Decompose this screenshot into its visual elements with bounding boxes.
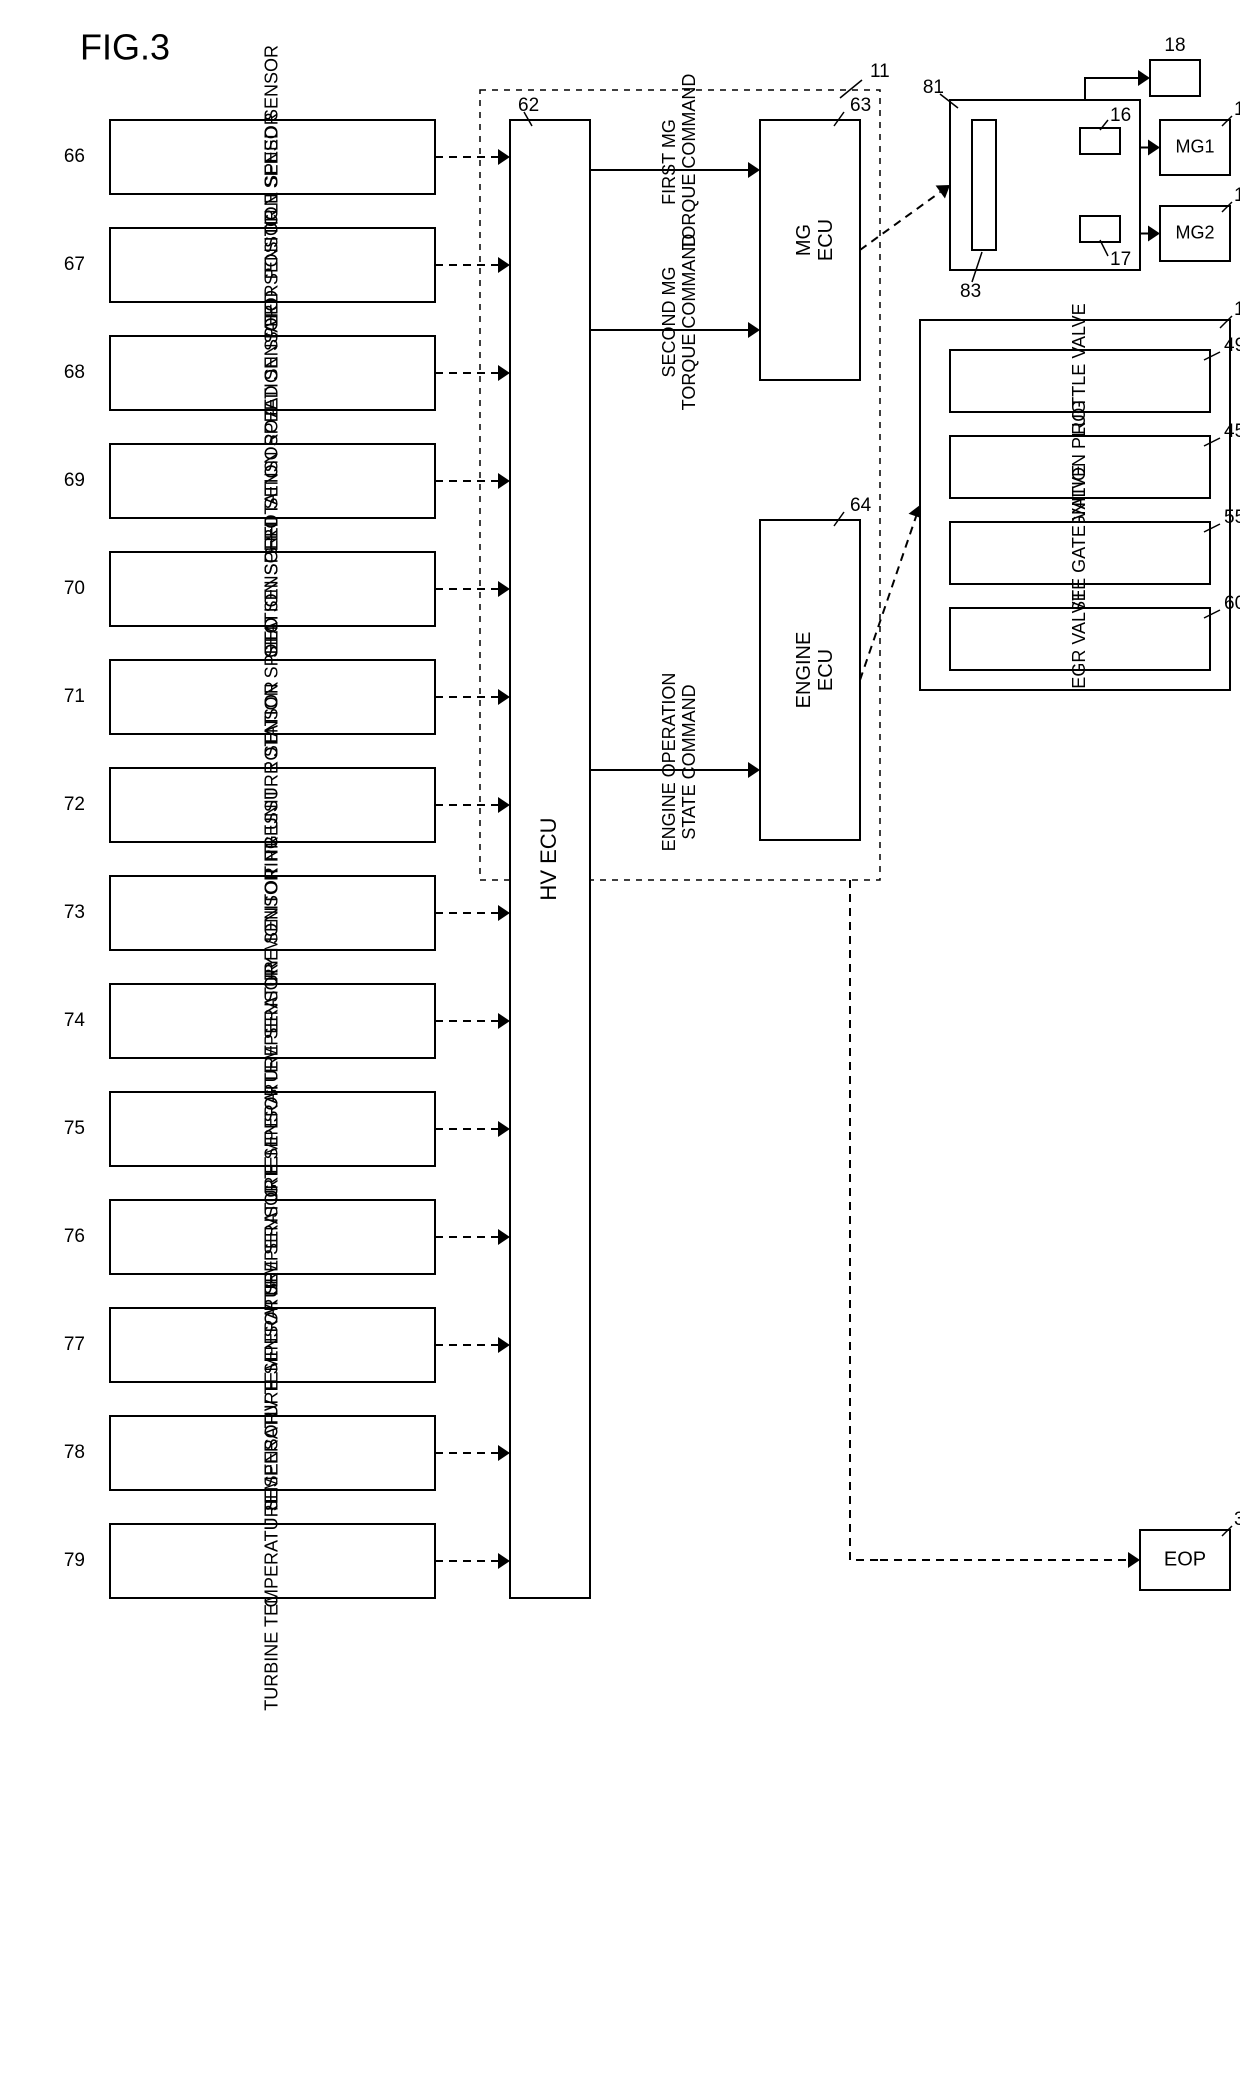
svg-text:TURBINE TEMPERATURE SENSOR: TURBINE TEMPERATURE SENSOR bbox=[261, 1411, 281, 1710]
svg-text:SECOND MGTORQUE COMMAND: SECOND MGTORQUE COMMAND bbox=[659, 234, 699, 411]
svg-text:MGECU: MGECU bbox=[793, 219, 837, 261]
svg-text:14: 14 bbox=[1234, 99, 1240, 120]
svg-text:HV ECU: HV ECU bbox=[536, 817, 561, 900]
svg-text:15: 15 bbox=[1234, 185, 1240, 206]
svg-text:67: 67 bbox=[64, 254, 85, 275]
svg-text:73: 73 bbox=[64, 902, 85, 923]
svg-text:MG1: MG1 bbox=[1175, 136, 1214, 156]
svg-text:77: 77 bbox=[64, 1334, 85, 1355]
svg-text:62: 62 bbox=[518, 95, 539, 116]
svg-text:38: 38 bbox=[1234, 1509, 1240, 1530]
svg-text:76: 76 bbox=[64, 1226, 85, 1247]
svg-text:49: 49 bbox=[1224, 335, 1240, 356]
svg-text:64: 64 bbox=[850, 495, 872, 516]
svg-text:63: 63 bbox=[850, 95, 871, 116]
svg-text:17: 17 bbox=[1110, 249, 1131, 270]
svg-text:71: 71 bbox=[64, 686, 85, 707]
svg-text:79: 79 bbox=[64, 1550, 85, 1571]
svg-text:18: 18 bbox=[1164, 35, 1185, 56]
svg-text:66: 66 bbox=[64, 146, 85, 167]
svg-text:74: 74 bbox=[64, 1010, 86, 1031]
svg-text:ENGINE OPERATIONSTATE COMMAND: ENGINE OPERATIONSTATE COMMAND bbox=[659, 673, 699, 852]
svg-text:83: 83 bbox=[960, 281, 981, 302]
svg-text:45: 45 bbox=[1224, 421, 1240, 442]
svg-text:11: 11 bbox=[870, 61, 890, 82]
svg-text:EOP: EOP bbox=[1164, 1548, 1206, 1570]
svg-text:60: 60 bbox=[1224, 593, 1240, 614]
svg-text:13: 13 bbox=[1234, 299, 1240, 320]
svg-text:72: 72 bbox=[64, 794, 85, 815]
svg-text:69: 69 bbox=[64, 470, 85, 491]
svg-text:78: 78 bbox=[64, 1442, 85, 1463]
svg-text:16: 16 bbox=[1110, 105, 1131, 126]
svg-text:FIRST MGTORQUE COMMAND: FIRST MGTORQUE COMMAND bbox=[659, 74, 699, 251]
svg-text:EGR VALVE: EGR VALVE bbox=[1069, 589, 1089, 688]
svg-text:70: 70 bbox=[64, 578, 85, 599]
svg-text:68: 68 bbox=[64, 362, 85, 383]
svg-text:FIG.3: FIG.3 bbox=[80, 27, 170, 68]
svg-text:55: 55 bbox=[1224, 507, 1240, 528]
svg-text:75: 75 bbox=[64, 1118, 85, 1139]
svg-text:MG2: MG2 bbox=[1175, 222, 1214, 242]
